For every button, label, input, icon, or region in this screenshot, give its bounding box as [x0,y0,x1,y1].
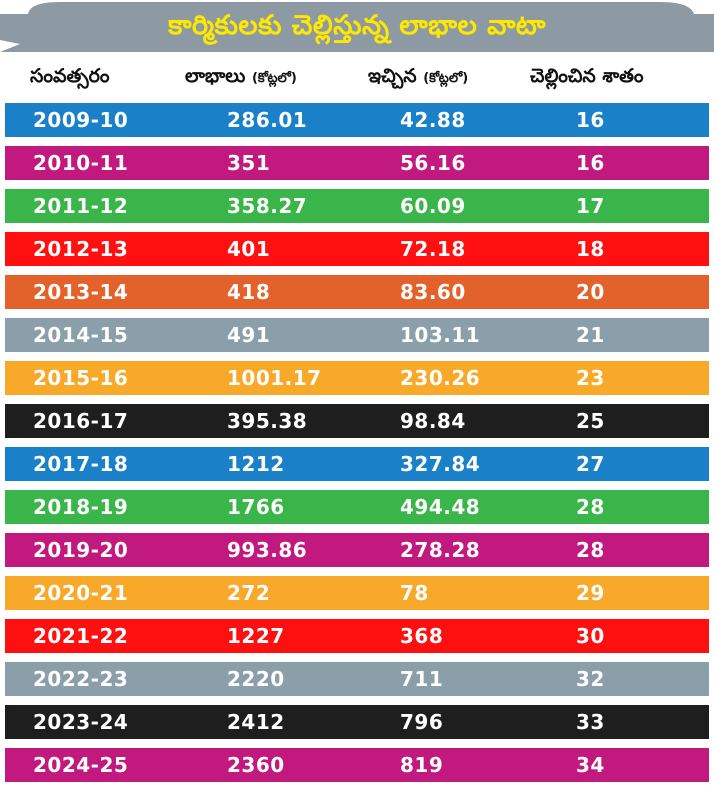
year-cell: 2011-12 [33,194,129,218]
paid-cell: 278.28 [400,538,481,562]
paid-cell: 78 [400,581,429,605]
year-cell: 2022-23 [33,667,129,691]
header-percent: చెల్లించిన శాతం [530,65,644,87]
paid-cell: 98.84 [400,409,466,433]
year-cell: 2015-16 [33,366,129,390]
paid-cell: 494.48 [400,495,481,519]
table-row: 2010-11 351 56.16 16 [5,146,709,180]
profits-cell: 491 [227,323,271,347]
table-header: సంవత్సరం లాభాలు (కోట్లలో) ఇచ్చిన (కోట్లల… [0,56,714,96]
year-cell: 2020-21 [33,581,129,605]
paid-cell: 230.26 [400,366,481,390]
table-row: 2024-25 2360 819 34 [5,748,709,782]
table-row: 2009-10 286.01 42.88 16 [5,103,709,137]
year-cell: 2013-14 [33,280,129,304]
year-cell: 2024-25 [33,753,129,777]
table-row: 2014-15 491 103.11 21 [5,318,709,352]
table-row: 2018-19 1766 494.48 28 [5,490,709,524]
percent-cell: 18 [576,237,605,261]
header-year: సంవత్సరం [30,65,110,87]
title-banner: కార్మికులకు చెల్లిస్తున్న లాభాల వాటా [0,0,714,52]
profits-cell: 358.27 [227,194,308,218]
paid-cell: 42.88 [400,108,466,132]
paid-cell: 72.18 [400,237,466,261]
header-paid: ఇచ్చిన (కోట్లలో) [368,56,468,96]
year-cell: 2023-24 [33,710,129,734]
percent-cell: 16 [576,151,605,175]
percent-cell: 34 [576,753,605,777]
profits-cell: 1766 [227,495,285,519]
table-row: 2023-24 2412 796 33 [5,705,709,739]
profits-cell: 418 [227,280,271,304]
year-cell: 2010-11 [33,151,129,175]
paid-cell: 819 [400,753,444,777]
percent-cell: 23 [576,366,605,390]
year-cell: 2012-13 [33,237,129,261]
header-profits-label: లాభాలు [185,65,246,87]
year-cell: 2016-17 [33,409,129,433]
percent-cell: 21 [576,323,605,347]
profits-cell: 401 [227,237,271,261]
table-row: 2016-17 395.38 98.84 25 [5,404,709,438]
year-cell: 2018-19 [33,495,129,519]
paid-cell: 60.09 [400,194,466,218]
banner-shape [0,2,714,52]
percent-cell: 28 [576,495,605,519]
profits-cell: 272 [227,581,271,605]
paid-cell: 83.60 [400,280,466,304]
paid-cell: 796 [400,710,444,734]
percent-cell: 30 [576,624,605,648]
percent-cell: 33 [576,710,605,734]
paid-cell: 327.84 [400,452,481,476]
profits-cell: 351 [227,151,271,175]
table-row: 2013-14 418 83.60 20 [5,275,709,309]
profits-cell: 1001.17 [227,366,322,390]
table-row: 2011-12 358.27 60.09 17 [5,189,709,223]
percent-cell: 29 [576,581,605,605]
profits-cell: 2412 [227,710,285,734]
table-row: 2017-18 1212 327.84 27 [5,447,709,481]
table-title: కార్మికులకు చెల్లిస్తున్న లాభాల వాటా [168,10,546,41]
table-row: 2022-23 2220 711 32 [5,662,709,696]
year-cell: 2019-20 [33,538,129,562]
profits-cell: 2220 [227,667,285,691]
table-row: 2021-22 1227 368 30 [5,619,709,653]
header-profits-unit: (కోట్లలో) [251,71,297,86]
percent-cell: 25 [576,409,605,433]
profits-cell: 2360 [227,753,285,777]
header-paid-label: ఇచ్చిన [368,65,417,87]
table-row: 2019-20 993.86 278.28 28 [5,533,709,567]
profits-cell: 1212 [227,452,285,476]
paid-cell: 711 [400,667,444,691]
profits-cell: 993.86 [227,538,308,562]
percent-cell: 17 [576,194,605,218]
profits-cell: 286.01 [227,108,308,132]
year-cell: 2021-22 [33,624,129,648]
profits-cell: 1227 [227,624,285,648]
table-row: 2012-13 401 72.18 18 [5,232,709,266]
header-paid-unit: (కోట్లలో) [423,71,469,86]
year-cell: 2009-10 [33,108,129,132]
table-row: 2015-16 1001.17 230.26 23 [5,361,709,395]
year-cell: 2017-18 [33,452,129,476]
year-cell: 2014-15 [33,323,129,347]
paid-cell: 103.11 [400,323,481,347]
percent-cell: 27 [576,452,605,476]
percent-cell: 28 [576,538,605,562]
table-row: 2020-21 272 78 29 [5,576,709,610]
percent-cell: 16 [576,108,605,132]
paid-cell: 56.16 [400,151,466,175]
percent-cell: 20 [576,280,605,304]
percent-cell: 32 [576,667,605,691]
paid-cell: 368 [400,624,444,648]
profits-cell: 395.38 [227,409,308,433]
header-profits: లాభాలు (కోట్లలో) [185,56,297,96]
